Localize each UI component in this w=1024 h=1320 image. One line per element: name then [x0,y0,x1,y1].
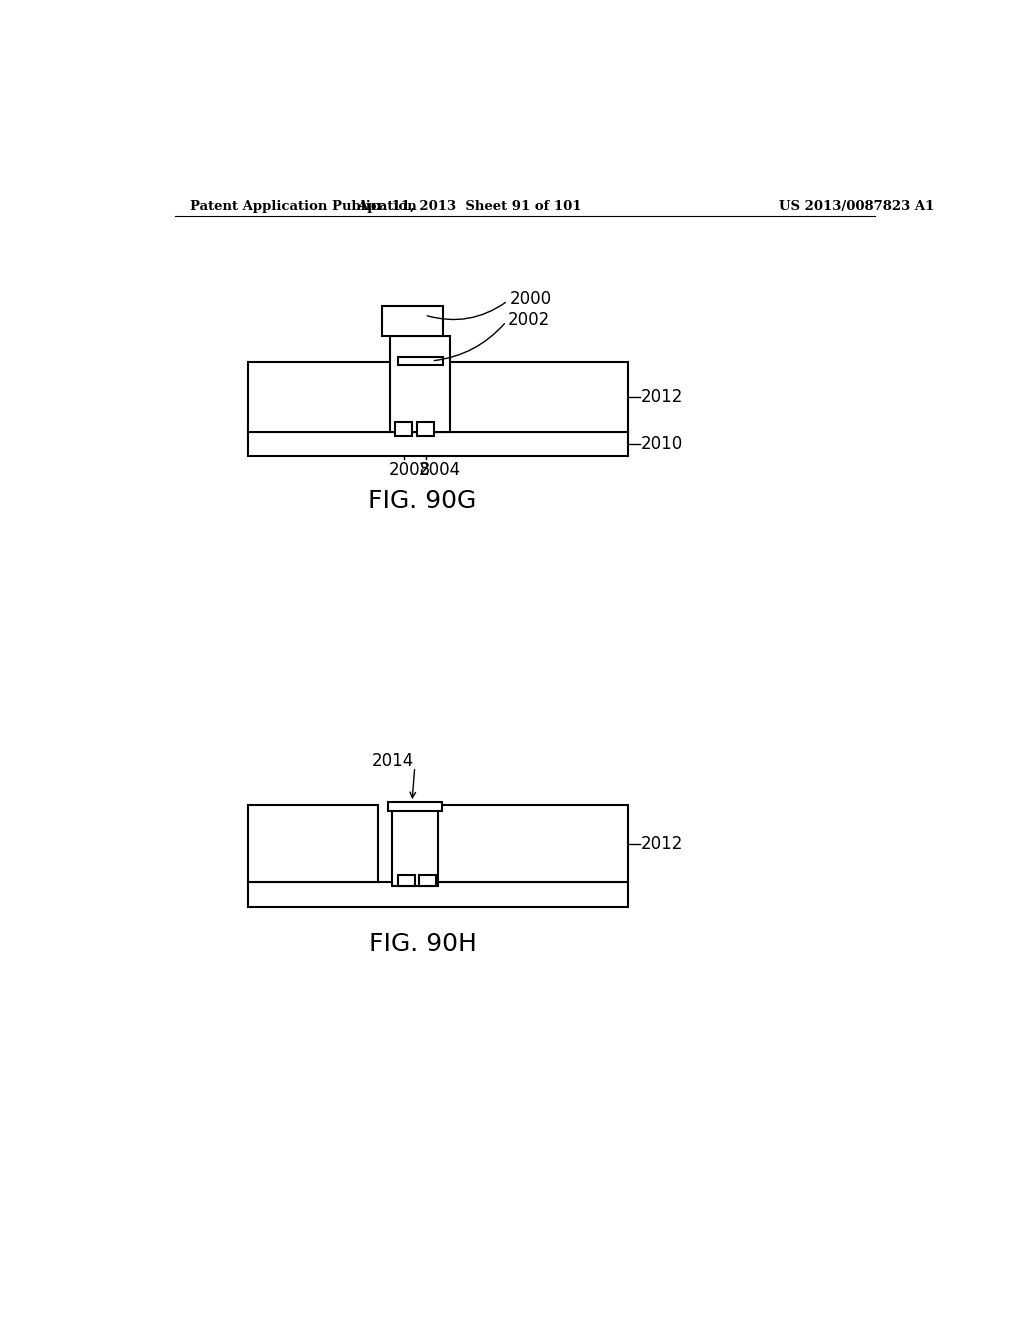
Bar [419,875,435,886]
Bar [397,358,442,364]
Text: 2010: 2010 [641,436,683,453]
Text: 2002: 2002 [508,312,550,329]
Text: Apr. 11, 2013  Sheet 91 of 101: Apr. 11, 2013 Sheet 91 of 101 [356,199,582,213]
Bar [248,805,378,882]
Text: US 2013/0087823 A1: US 2013/0087823 A1 [779,199,934,213]
Text: 2004: 2004 [419,461,461,479]
Text: 2000: 2000 [509,290,552,309]
Bar [248,363,628,432]
Bar [382,306,442,335]
Bar [397,875,415,886]
Text: 2012: 2012 [641,834,683,853]
Bar [435,805,628,882]
Text: Patent Application Publication: Patent Application Publication [190,199,417,213]
Text: 2008: 2008 [389,461,431,479]
Text: 2012: 2012 [641,388,683,407]
Bar [417,422,434,436]
Bar [248,882,628,907]
Text: 2014: 2014 [372,751,414,770]
Bar [248,432,628,457]
Text: FIG. 90G: FIG. 90G [369,488,476,513]
Bar [395,422,413,436]
Bar [388,803,442,812]
Text: FIG. 90H: FIG. 90H [369,932,476,956]
Bar [391,809,438,886]
Bar [390,335,451,432]
